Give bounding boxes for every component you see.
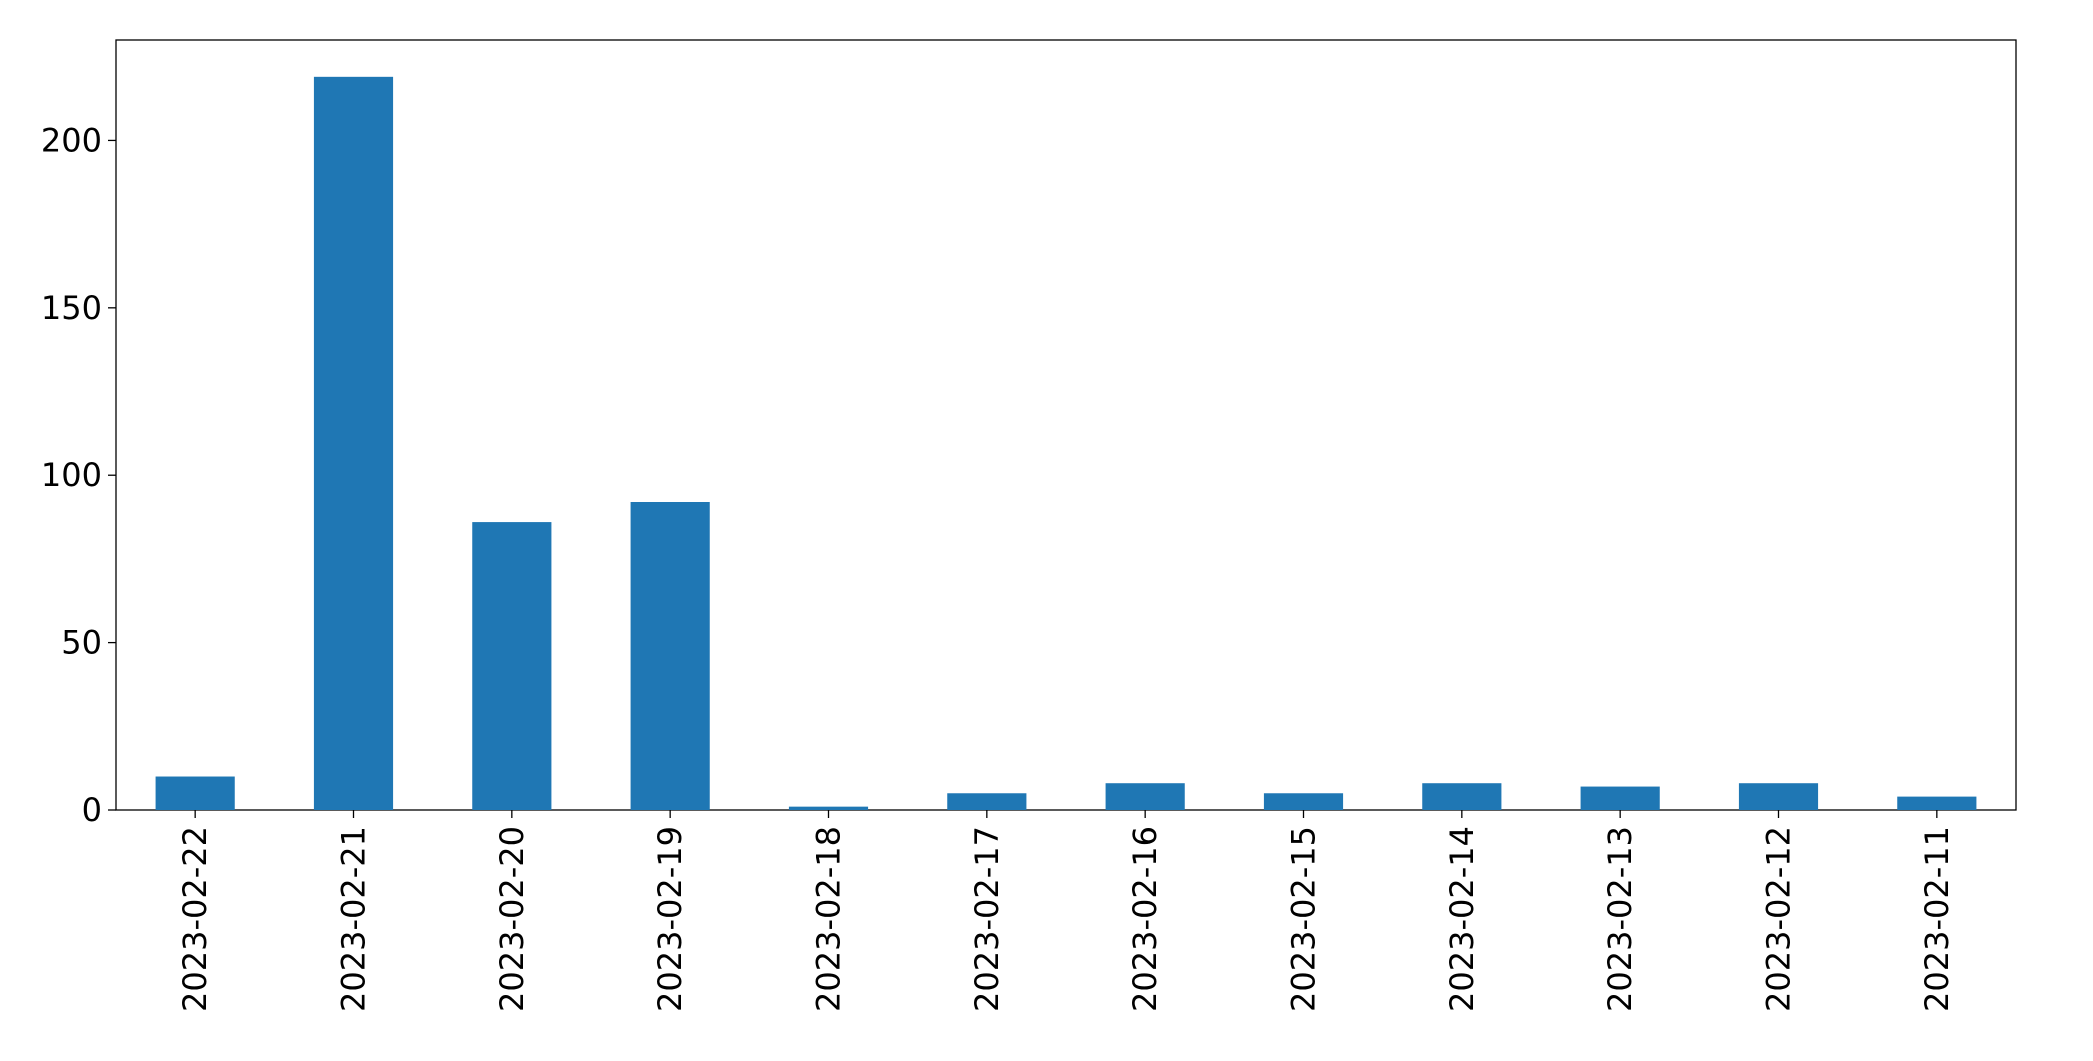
x-tick-label: 2023-02-11 (1918, 826, 1956, 1012)
bar (1422, 783, 1502, 810)
x-tick-label: 2023-02-20 (493, 826, 531, 1012)
x-tick-label: 2023-02-15 (1285, 826, 1323, 1012)
bar (1897, 796, 1977, 810)
plot-frame (115, 39, 2017, 811)
x-tick-label: 2023-02-14 (1443, 826, 1481, 1012)
y-tick-label: 100 (41, 456, 102, 494)
bar (1738, 783, 1819, 810)
bar (155, 776, 235, 810)
bar (1263, 793, 1344, 810)
bar (472, 522, 552, 810)
y-tick-label: 200 (41, 121, 102, 159)
y-tick-label: 150 (41, 289, 102, 327)
x-tick-label: 2023-02-19 (651, 826, 689, 1012)
bar (788, 806, 869, 810)
bar (1105, 783, 1185, 810)
x-tick-label: 2023-02-18 (810, 826, 848, 1012)
bar (947, 793, 1027, 810)
y-tick-label: 50 (61, 624, 102, 662)
x-tick-label: 2023-02-21 (335, 826, 373, 1012)
bar (313, 76, 394, 810)
x-tick-label: 2023-02-22 (176, 826, 214, 1012)
y-tick-label: 0 (82, 791, 102, 829)
bar (630, 502, 710, 810)
x-tick-label: 2023-02-13 (1601, 826, 1639, 1012)
bar (1580, 786, 1660, 810)
x-tick-label: 2023-02-16 (1126, 826, 1164, 1012)
x-tick-label: 2023-02-17 (968, 826, 1006, 1012)
x-tick-label: 2023-02-12 (1760, 826, 1798, 1012)
